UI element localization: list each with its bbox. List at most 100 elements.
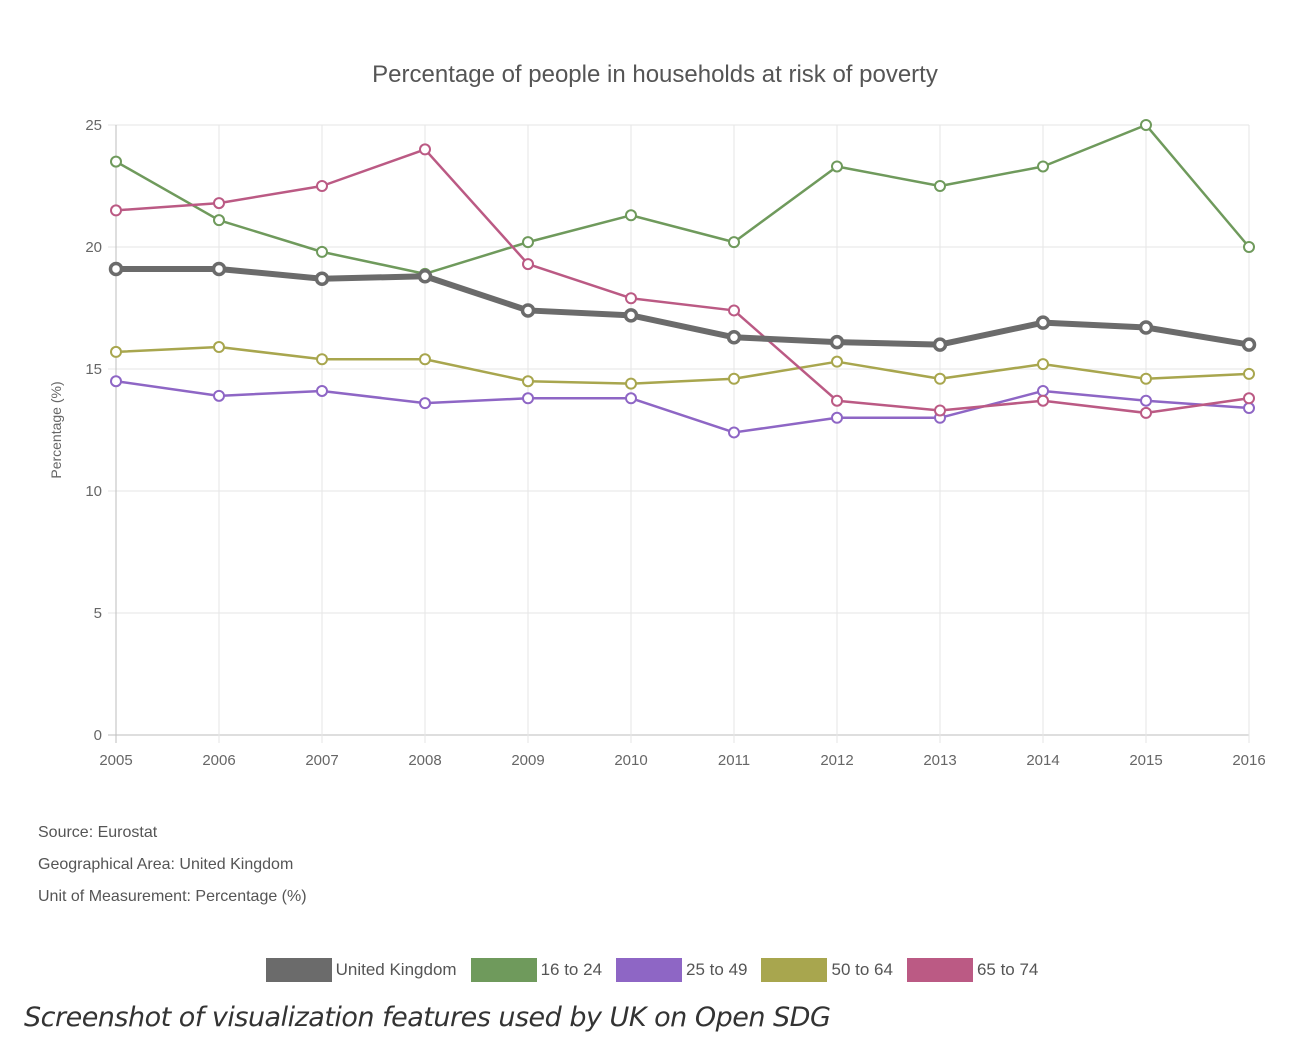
series-line [115,379,1250,434]
legend-swatch [265,958,332,982]
data-point[interactable] [314,271,330,286]
x-tick-label: 2005 [99,752,132,769]
grid [108,124,1250,743]
y-tick-label: 0 [94,727,102,744]
data-point[interactable] [728,426,740,439]
data-point[interactable] [213,214,225,227]
x-tick-label: 2012 [820,752,853,769]
data-point[interactable] [1140,406,1152,419]
data-point[interactable] [108,261,124,277]
chart-title: Percentage of people in households at ri… [372,61,938,88]
unit-of-measurement-text: Unit of Measurement: Percentage (%) [38,888,307,905]
x-tick-label: 2016 [1232,752,1265,769]
data-point[interactable] [213,197,225,210]
source-text: Source: Eurostat [38,824,158,841]
legend-label: United Kingdom [335,960,457,979]
data-point[interactable] [728,304,740,317]
data-point[interactable] [829,334,845,350]
data-point[interactable] [1037,160,1049,173]
data-point[interactable] [934,372,946,385]
data-point[interactable] [520,303,536,318]
data-point[interactable] [419,397,431,410]
data-point[interactable] [1138,320,1154,335]
data-point[interactable] [316,180,328,192]
data-point[interactable] [1037,384,1049,397]
data-point[interactable] [1243,241,1255,253]
data-point[interactable] [1243,392,1255,405]
caption: Screenshot of visualization features use… [24,1002,831,1033]
data-point[interactable] [831,394,843,407]
legend-item[interactable]: 50 to 64 [761,958,893,982]
legend-label: 25 to 49 [686,960,748,979]
data-point[interactable] [110,155,122,168]
series [108,119,1257,439]
axes: 0 5 10 15 20 25 2005 2006 2007 2008 2009 2010 2011 20… [85,117,1265,769]
data-point[interactable] [211,261,227,277]
data-point[interactable] [831,355,843,368]
data-point[interactable] [1243,367,1255,380]
data-point[interactable] [831,411,843,424]
data-point[interactable] [213,341,225,354]
series-united-kingdom [108,261,1257,352]
legend-label: 50 to 64 [831,960,893,979]
x-tick-label: 2009 [511,752,544,769]
geographical-area-text: Geographical Area: United Kingdom [38,856,294,873]
data-point[interactable] [110,375,122,388]
data-point[interactable] [831,160,843,173]
legend-item[interactable]: United Kingdom [265,958,457,982]
data-point[interactable] [728,372,740,385]
data-point[interactable] [728,236,740,249]
legend-item[interactable]: 25 to 49 [616,958,747,982]
y-tick-label: 15 [85,361,102,378]
data-point[interactable] [932,337,948,352]
data-point[interactable] [1140,394,1152,407]
data-point[interactable] [419,143,431,156]
data-point[interactable] [110,345,122,358]
line-chart: Percentage of people in households at ri… [48,61,1266,769]
y-tick-label: 20 [85,239,102,256]
data-point[interactable] [1037,394,1049,407]
x-tick-label: 2010 [614,752,647,769]
data-point[interactable] [1140,372,1152,385]
data-point[interactable] [1241,337,1257,352]
data-point[interactable] [625,377,637,390]
legend-swatch [906,958,973,982]
legend: United Kingdom 16 to 24 25 to 49 50 to 64 65… [0,958,1304,982]
data-point[interactable] [316,384,328,397]
legend-label: 16 to 24 [540,960,603,979]
data-point[interactable] [1243,402,1255,415]
legend-swatch [616,958,683,982]
data-point[interactable] [625,392,637,405]
y-axis-label: Percentage (%) [48,381,64,478]
data-point[interactable] [726,330,742,345]
data-point[interactable] [522,392,534,405]
data-point[interactable] [623,308,639,323]
legend-item[interactable]: 16 to 24 [470,958,603,982]
y-tick-label: 25 [85,117,102,134]
x-tick-label: 2015 [1129,752,1162,769]
x-tick-label: 2008 [408,752,441,769]
data-point[interactable] [522,375,534,388]
data-point[interactable] [522,236,534,249]
legend-swatch [761,958,828,982]
data-point[interactable] [316,353,328,366]
x-tick-label: 2014 [1026,752,1059,769]
data-point[interactable] [419,353,431,366]
x-tick-label: 2006 [202,752,235,769]
data-point[interactable] [934,404,946,417]
data-point[interactable] [1035,315,1051,330]
data-point[interactable] [213,389,225,402]
data-point[interactable] [417,269,433,284]
series-line [116,265,1250,348]
data-point[interactable] [934,180,946,192]
data-point[interactable] [316,245,328,258]
series-line [115,148,1250,415]
data-point[interactable] [522,258,534,271]
data-point[interactable] [1037,358,1049,371]
legend-item[interactable]: 65 to 74 [906,958,1038,982]
data-point[interactable] [110,204,122,217]
data-point[interactable] [1140,119,1152,131]
data-point[interactable] [625,209,637,222]
series-line [115,345,1250,385]
data-point[interactable] [625,292,637,305]
